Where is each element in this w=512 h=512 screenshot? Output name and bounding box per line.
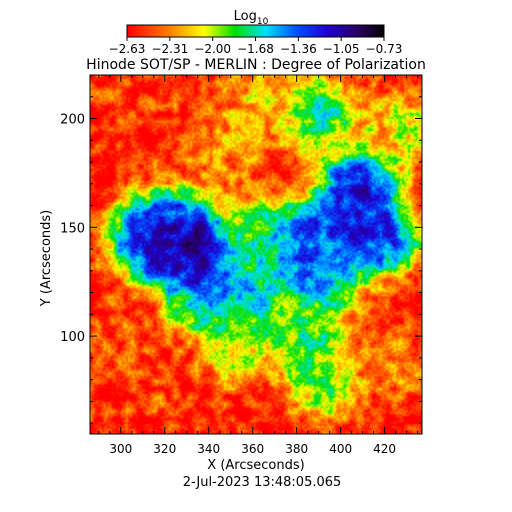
plot-frame <box>89 74 423 435</box>
colorbar-label: Log10 <box>234 9 269 27</box>
colorbar-tick-label: −1.05 <box>323 42 360 56</box>
x-tick-label: 380 <box>285 442 308 456</box>
y-tick-label: 200 <box>60 113 85 128</box>
x-tick-label: 340 <box>197 442 220 456</box>
x-axis: 300 320 340 360 380 400 420 <box>98 75 419 456</box>
colorbar: Log10 −2.63 −2.31 −2.00 −1.68 −1.36 −1.05 −0.7… <box>109 9 403 56</box>
colorbar-gradient <box>126 24 385 38</box>
x-tick-label: 360 <box>241 442 264 456</box>
y-axis-label: Y (Arcseconds) <box>39 210 54 307</box>
timestamp: 2-Jul-2023 13:48:05.065 <box>183 475 342 490</box>
x-tick-label: 320 <box>153 442 176 456</box>
y-tick-label: 150 <box>60 221 85 236</box>
plot-area: 300 320 340 360 380 400 420 100 150 200 <box>60 74 423 456</box>
colorbar-tick-label: −2.00 <box>194 42 231 56</box>
heatmap-image <box>90 75 422 434</box>
colorbar-tick-label: −1.68 <box>237 42 274 56</box>
y-tick-label: 100 <box>60 330 85 345</box>
colorbar-tick-label: −0.73 <box>366 42 403 56</box>
x-tick-label: 300 <box>109 442 132 456</box>
x-tick-label: 420 <box>373 442 396 456</box>
chart-title: Hinode SOT/SP - MERLIN : Degree of Polar… <box>86 57 426 73</box>
colorbar-tick-label: −1.36 <box>280 42 317 56</box>
y-axis: 100 150 200 <box>60 74 422 424</box>
colorbar-tick-label: −2.63 <box>109 42 146 56</box>
colorbar-tick-label: −2.31 <box>151 42 188 56</box>
colorbar-ticks: −2.63 −2.31 −2.00 −1.68 −1.36 −1.05 −0.73 <box>109 37 403 56</box>
x-axis-label: X (Arcseconds) <box>207 458 304 473</box>
x-tick-label: 400 <box>329 442 352 456</box>
